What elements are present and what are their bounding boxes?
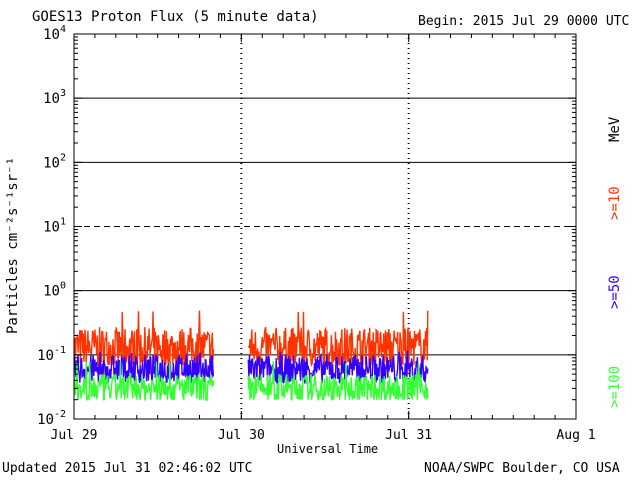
legend-ge100: >=100: [607, 365, 623, 408]
updated-timestamp: Updated 2015 Jul 31 02:46:02 UTC: [2, 461, 253, 476]
y-tick-exponent: 4: [60, 24, 66, 35]
y-tick-base: 10: [43, 220, 60, 236]
x-tick-label: Aug 1: [556, 428, 595, 443]
x-tick-label: Jul 30: [218, 428, 265, 443]
legend-ge10: >=10: [607, 186, 623, 220]
y-tick-base: 10: [43, 91, 60, 107]
series-ge100-trace: [73, 361, 215, 402]
y-tick-label: 10-1: [37, 345, 66, 364]
y-tick-base: 10: [37, 348, 54, 364]
x-tick-label: Jul 31: [385, 428, 432, 443]
series-ge100-trace: [247, 361, 429, 401]
y-axis-label: Particles cm⁻²s⁻¹sr⁻¹: [5, 156, 21, 334]
series-ge50-trace: [73, 351, 215, 384]
y-tick-exponent: 0: [60, 281, 66, 292]
x-axis-label: Universal Time: [277, 442, 379, 456]
y-tick-label: 104: [43, 24, 66, 43]
y-tick-base: 10: [37, 412, 54, 428]
y-tick-exponent: -1: [54, 345, 66, 356]
y-tick-label: 102: [43, 152, 66, 171]
y-tick-exponent: 2: [60, 152, 66, 163]
credit-text: NOAA/SWPC Boulder, CO USA: [424, 461, 620, 476]
y-tick-base: 10: [43, 284, 60, 300]
y-tick-label: 101: [43, 217, 66, 236]
y-tick-base: 10: [43, 155, 60, 171]
chart-title: GOES13 Proton Flux (5 minute data): [32, 9, 319, 25]
series-ge50-trace: [247, 350, 429, 386]
y-tick-label: 103: [43, 88, 66, 107]
begin-date: Begin: 2015 Jul 29 0000 UTC: [418, 14, 630, 29]
y-axis-label-text: Particles cm⁻²s⁻¹sr⁻¹: [5, 156, 21, 334]
y-tick-label: 100: [43, 281, 66, 300]
y-tick-exponent: -2: [54, 409, 66, 420]
y-tick-label: 10-2: [37, 409, 66, 428]
series-ge10-trace: [247, 310, 429, 368]
legend-ge50: >=50: [607, 275, 623, 309]
legend-units: MeV: [607, 116, 623, 142]
y-tick-exponent: 1: [60, 217, 66, 228]
y-tick-base: 10: [43, 27, 60, 43]
x-tick-label: Jul 29: [51, 428, 98, 443]
y-tick-exponent: 3: [60, 88, 66, 99]
series-ge10-trace: [73, 310, 215, 368]
